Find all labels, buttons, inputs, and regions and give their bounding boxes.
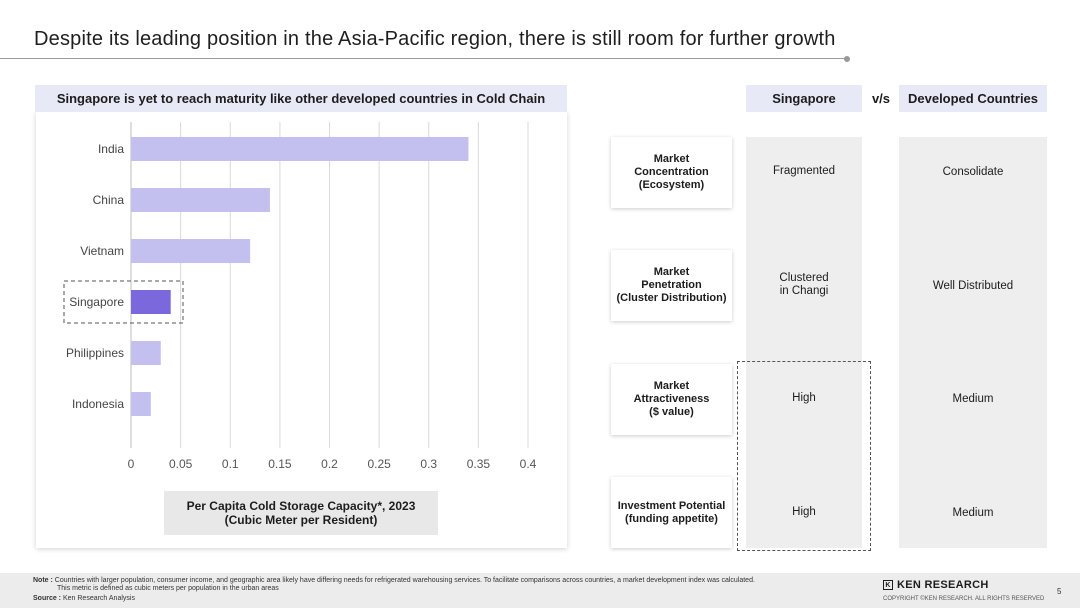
row-label-line: Penetration xyxy=(641,279,702,291)
x-tick-label: 0.25 xyxy=(367,457,391,471)
row-label-line: Market xyxy=(653,266,690,278)
x-tick-label: 0.05 xyxy=(169,457,193,471)
row-label-line: Investment Potential xyxy=(617,499,726,512)
row-label-concentration: Market Concentration (Ecosystem) xyxy=(611,137,732,208)
x-tick-label: 0 xyxy=(128,457,135,471)
developed-column xyxy=(899,137,1047,548)
row-label-line: ($ value) xyxy=(649,406,694,418)
cell-singapore-attractiveness: High xyxy=(792,392,816,404)
cell-line: Clustered xyxy=(779,272,829,284)
cell-singapore-penetration: Clustered in Changi xyxy=(746,272,862,298)
row-label-investment: Investment Potential (funding appetite) xyxy=(611,477,732,548)
y-category-label: Philippines xyxy=(66,346,124,360)
bar-indonesia xyxy=(131,392,151,416)
x-tick-label: 0.4 xyxy=(520,457,537,471)
row-label-penetration: Market Penetration (Cluster Distribution… xyxy=(611,250,732,321)
versus-label: v/s xyxy=(871,91,891,106)
y-category-label: Vietnam xyxy=(80,244,124,258)
cell-singapore-investment: High xyxy=(792,506,816,518)
singapore-column xyxy=(746,137,862,548)
row-label-line: Concentration xyxy=(634,166,709,178)
chart-caption-line2: (Cubic Meter per Resident) xyxy=(224,513,378,527)
cell-developed-investment: Medium xyxy=(952,507,994,519)
source-text: Ken Research Analysis xyxy=(62,595,135,602)
singapore-highlight-box xyxy=(737,361,871,551)
source-label: Source : xyxy=(33,595,62,602)
row-label-line: Market xyxy=(653,153,690,165)
y-category-label: China xyxy=(93,193,125,207)
chart-caption: Per Capita Cold Storage Capacity*, 2023 … xyxy=(164,491,438,535)
chart-panel-header: Singapore is yet to reach maturity like … xyxy=(35,85,567,112)
highlight-box-singapore xyxy=(63,280,184,324)
cell-developed-attractiveness: Medium xyxy=(952,393,994,405)
bar-philippines xyxy=(131,341,161,365)
copyright: COPYRIGHT ©KEN RESEARCH. ALL RIGHTS RESE… xyxy=(883,596,1045,602)
note-text: Countries with larger population, consum… xyxy=(54,577,755,584)
title-divider xyxy=(0,58,846,59)
logo-text: KEN RESEARCH xyxy=(897,579,989,591)
x-tick-label: 0.2 xyxy=(321,457,338,471)
cell-developed-concentration: Consolidate xyxy=(942,166,1004,178)
note-label: Note : xyxy=(33,577,53,584)
bar-china xyxy=(131,188,270,212)
logo-mark-icon: K xyxy=(883,580,893,590)
page-title: Despite its leading position in the Asia… xyxy=(34,28,836,50)
y-category-label: Singapore xyxy=(69,295,124,309)
row-label-line: Attractiveness xyxy=(633,393,710,405)
note-text-line2: This metric is defined as cubic meters p… xyxy=(57,585,279,592)
bar-vietnam xyxy=(131,239,251,263)
cell-singapore-concentration: Fragmented xyxy=(772,165,835,177)
x-tick-label: 0.1 xyxy=(222,457,239,471)
row-label-line: (Cluster Distribution) xyxy=(616,292,727,304)
footer-note: Note : Countries with larger population,… xyxy=(33,577,755,593)
y-category-label: India xyxy=(98,142,124,156)
col-header-developed: Developed Countries xyxy=(899,85,1047,112)
col-header-singapore: Singapore xyxy=(746,85,862,112)
chart-caption-line1: Per Capita Cold Storage Capacity*, 2023 xyxy=(186,499,416,513)
ken-research-logo: K KEN RESEARCH xyxy=(883,579,989,591)
bar-singapore xyxy=(131,290,171,314)
cell-developed-penetration: Well Distributed xyxy=(932,280,1014,292)
footer-bar xyxy=(0,573,1080,608)
x-tick-label: 0.15 xyxy=(268,457,292,471)
x-tick-label: 0.35 xyxy=(467,457,491,471)
y-category-label: Indonesia xyxy=(72,397,124,411)
bar-india xyxy=(131,137,469,161)
page-number: 5 xyxy=(1057,587,1062,596)
footer-source: Source : Ken Research Analysis xyxy=(33,595,135,602)
row-label-line: (funding appetite) xyxy=(625,512,718,525)
row-label-line: Market xyxy=(653,380,690,392)
x-tick-label: 0.3 xyxy=(420,457,437,471)
row-label-attractiveness: Market Attractiveness ($ value) xyxy=(611,364,732,435)
title-divider-dot xyxy=(844,55,850,62)
cell-line: in Changi xyxy=(779,285,829,297)
row-label-line: (Ecosystem) xyxy=(638,179,705,191)
